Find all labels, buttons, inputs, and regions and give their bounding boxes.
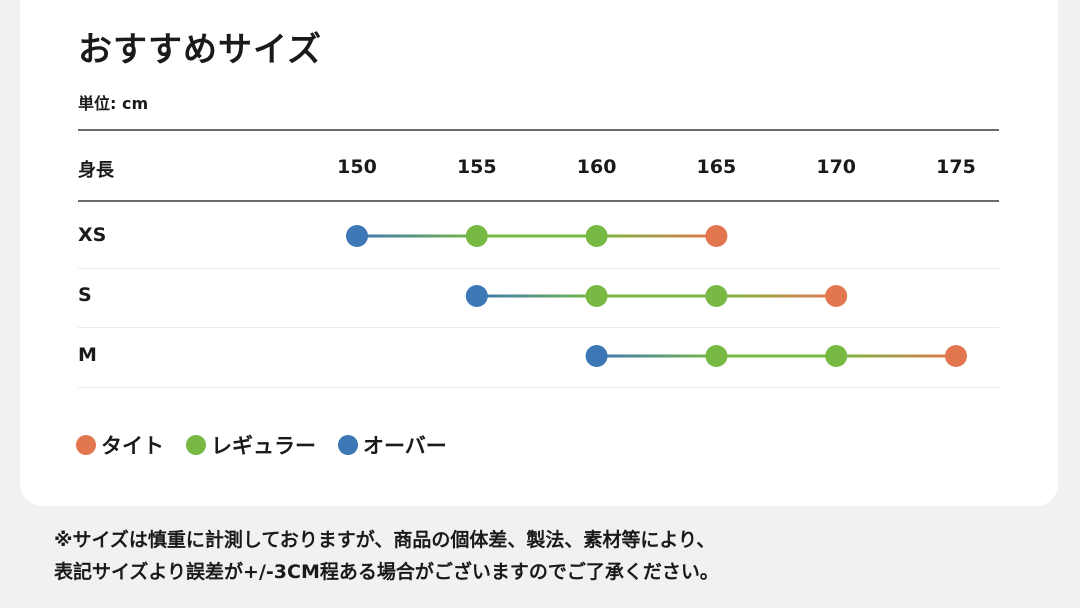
point-s-160-regular — [585, 285, 608, 307]
tick-label: 170 — [816, 156, 857, 178]
tick-label: 160 — [576, 156, 617, 178]
disclaimer-line: ※サイズは慎重に計測しておりますが、商品の個体差、製法、素材等により、 — [54, 529, 716, 551]
point-s-165-regular — [705, 285, 728, 307]
point-m-160-over — [585, 345, 608, 367]
height-header-label: 身長 — [78, 160, 114, 181]
disclaimer-line: 表記サイズより誤差が+/-3CM程ある場合がございますのでご了承ください。 — [54, 561, 719, 583]
legend-label: オーバー — [363, 434, 447, 458]
size-label-m: M — [78, 344, 97, 366]
legend-item-regular: レギュラー — [186, 430, 316, 460]
row-divider — [78, 327, 999, 328]
size-range-plot — [346, 225, 967, 367]
table-header-rule — [78, 200, 999, 202]
unit-label: 単位: cm — [78, 94, 149, 113]
tick-label: 165 — [696, 156, 737, 178]
size-label-xs: XS — [78, 224, 107, 246]
row-divider — [78, 268, 999, 269]
point-m-175-tight — [945, 345, 967, 367]
point-xs-160-regular — [585, 225, 608, 247]
legend-dot-tight — [76, 435, 96, 455]
table-top-rule — [78, 129, 999, 131]
legend-label: レギュラー — [211, 434, 316, 458]
point-s-170-tight — [825, 285, 848, 307]
row-divider — [78, 387, 999, 388]
legend-item-tight: タイト — [76, 430, 164, 460]
tick-label: 155 — [456, 156, 497, 178]
point-xs-165-tight — [705, 225, 728, 247]
page-title: おすすめサイズ — [78, 30, 322, 70]
point-s-155-over — [465, 285, 488, 307]
tick-label: 150 — [337, 156, 377, 178]
legend: タイト レギュラー オーバー — [76, 430, 469, 460]
size-card — [20, 0, 1058, 506]
disclaimer-note: ※サイズは慎重に計測しておりますが、商品の個体差、製法、素材等により、 表記サイ… — [54, 524, 719, 588]
legend-label: タイト — [101, 434, 164, 458]
point-xs-155-regular — [465, 225, 488, 247]
legend-item-over: オーバー — [338, 430, 447, 460]
size-label-s: S — [78, 284, 92, 306]
tick-label: 175 — [936, 156, 976, 178]
legend-dot-regular — [186, 435, 206, 455]
point-m-165-regular — [705, 345, 728, 367]
point-m-170-regular — [825, 345, 848, 367]
point-xs-150-over — [346, 225, 368, 247]
legend-dot-over — [338, 435, 358, 455]
